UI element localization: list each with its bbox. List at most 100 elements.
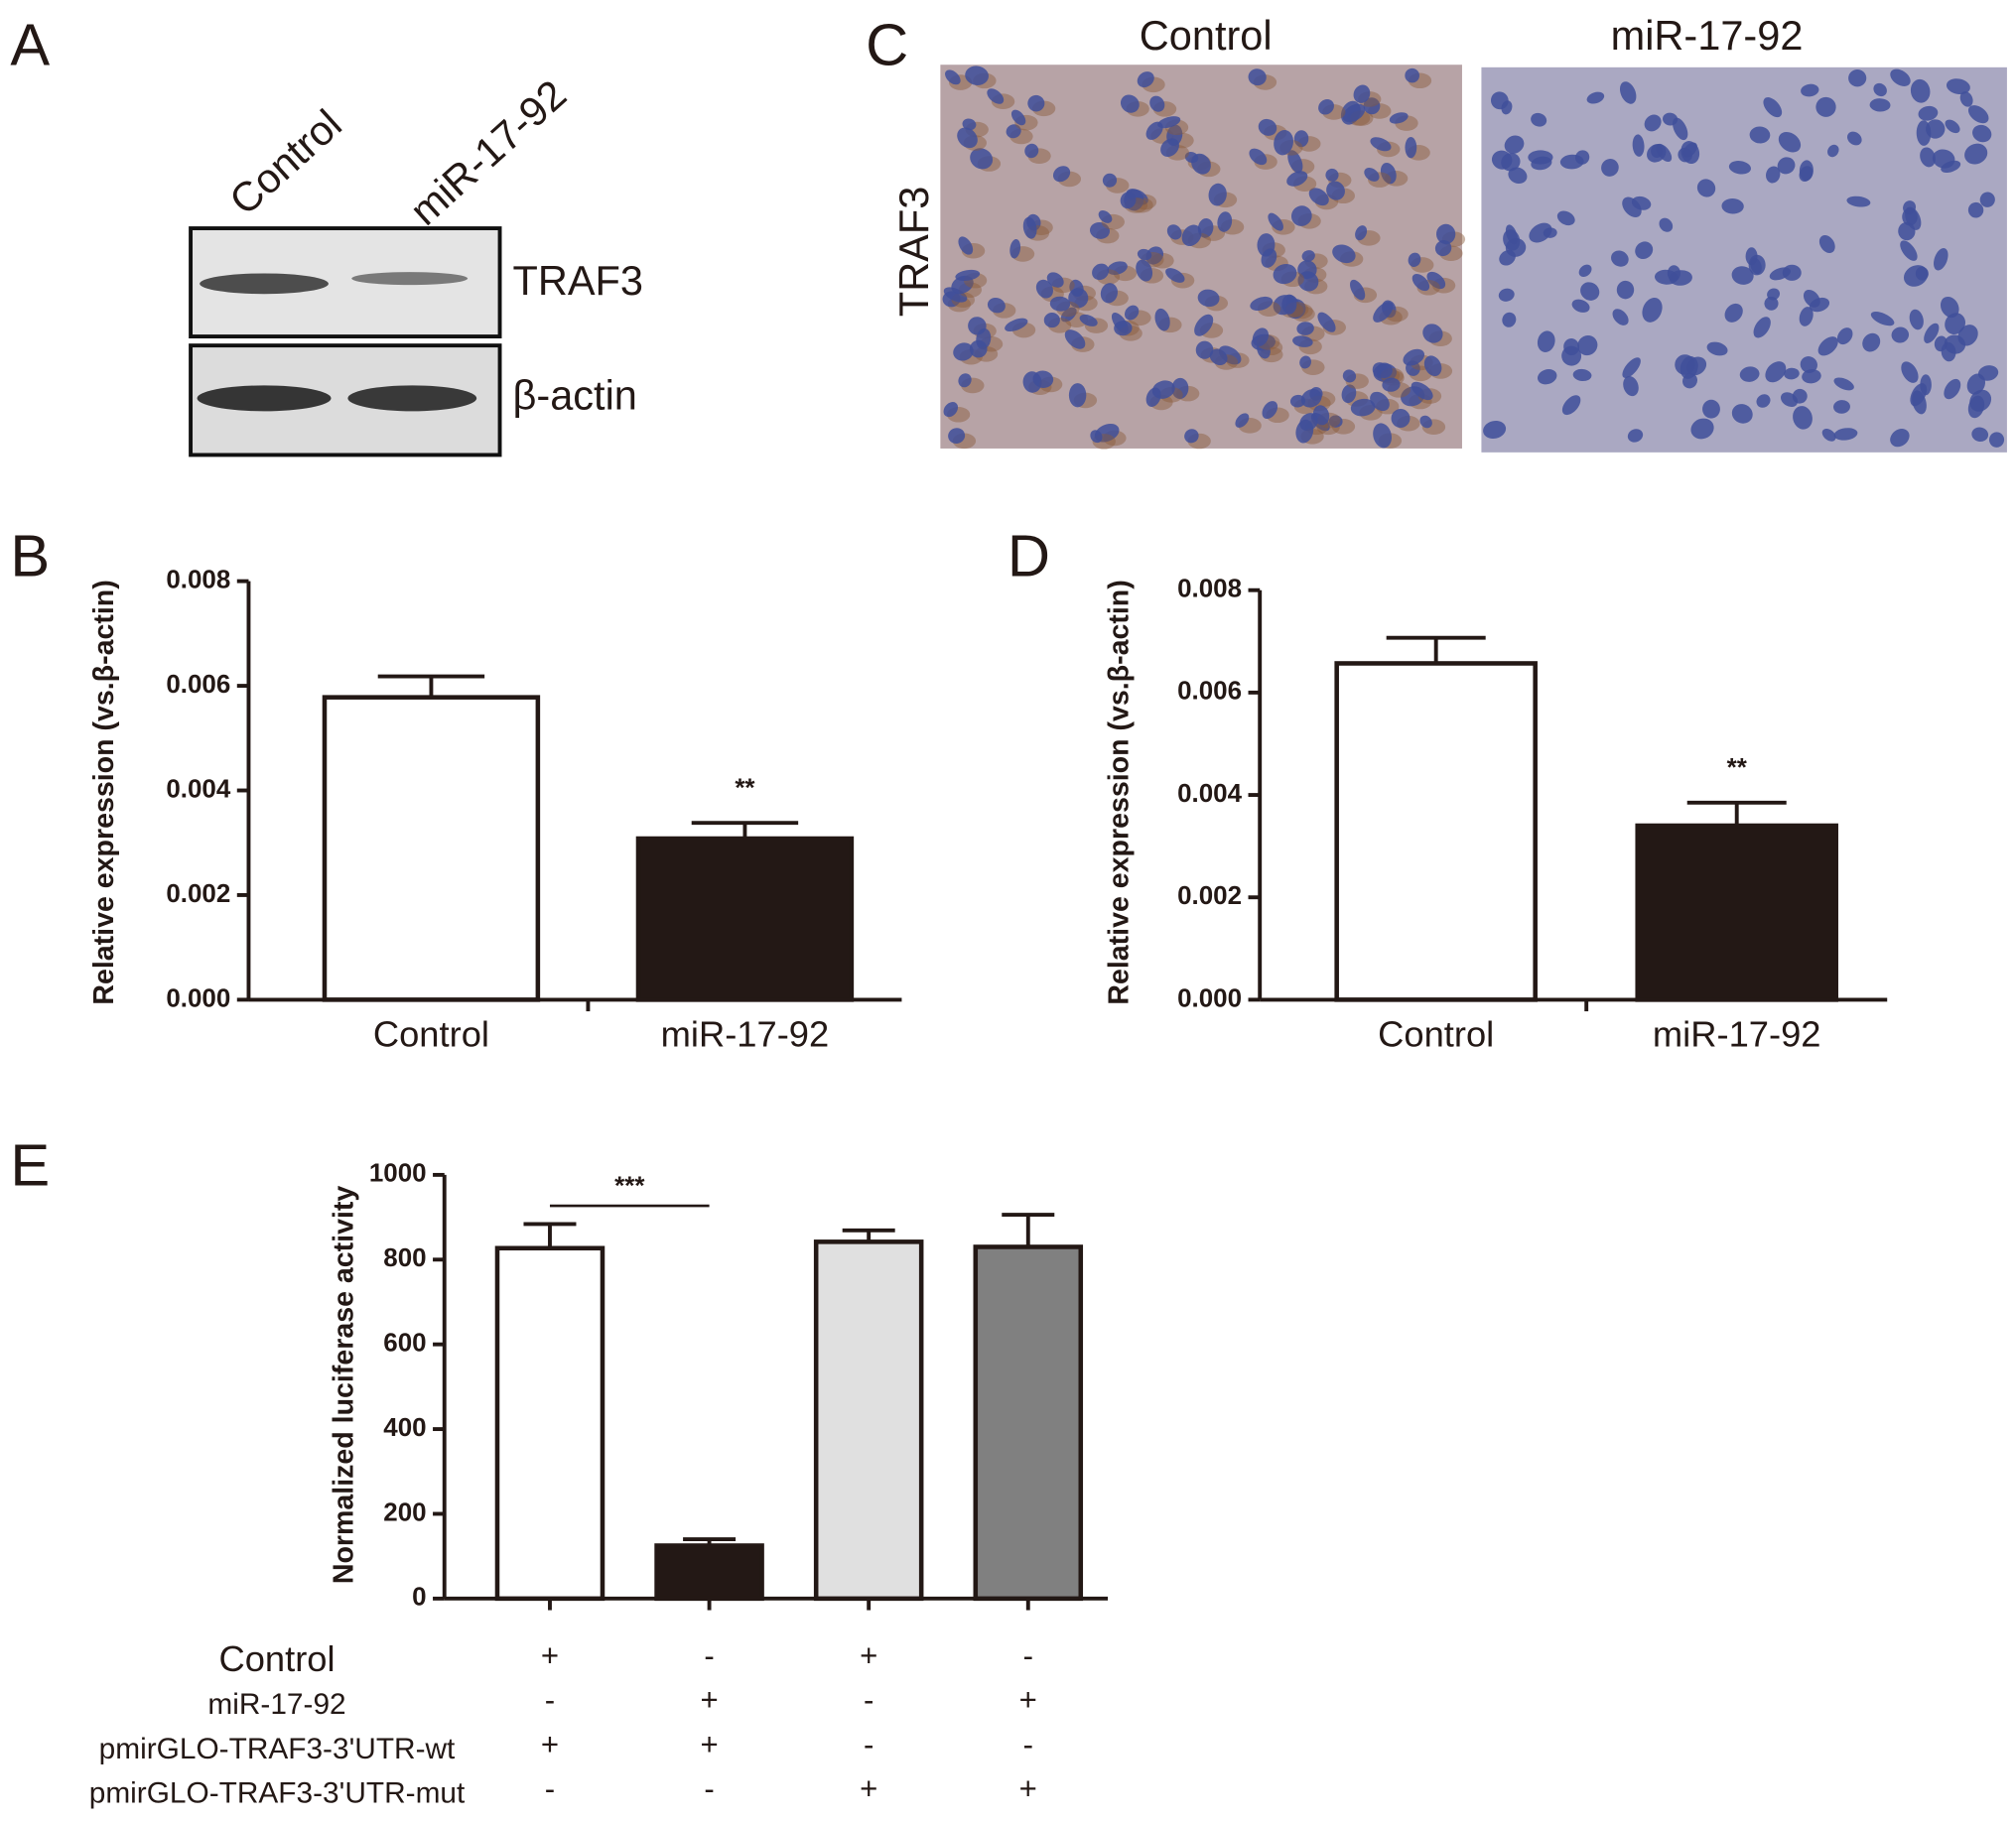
nucleus [1157,116,1181,129]
nucleus [1680,355,1698,379]
nucleus [1926,119,1946,139]
nucleus [1873,82,1887,97]
condition-sign: + [860,1638,877,1673]
nucleus [1833,428,1858,441]
condition-label: pmirGLO-TRAF3-3'UTR-mut [89,1777,466,1810]
nucleus [1258,118,1277,136]
nucleus [1341,384,1357,404]
nucleus [1296,322,1314,335]
nucleus [1528,150,1553,165]
y-tick-label: 0.006 [1177,678,1242,706]
nucleus [1967,395,1985,419]
nucleus [1353,84,1371,103]
significance-label: *** [614,1173,645,1201]
nucleus [1191,153,1211,175]
condition-sign: - [704,1771,714,1806]
lane-label: miR-17-92 [401,70,575,234]
nucleus [1654,269,1679,285]
nucleus [1750,257,1762,275]
nucleus [1702,399,1720,419]
row-label: TRAF3 [890,187,937,317]
nucleus [1120,94,1140,113]
nucleus [1250,296,1274,312]
nucleus [1531,112,1547,127]
nucleus [1434,240,1452,257]
nucleus [1846,131,1862,146]
nucleus [1248,68,1267,86]
nucleus [1611,250,1629,267]
nucleus [1181,224,1202,247]
nucleus [1060,307,1077,323]
nucleus [1946,78,1970,95]
nucleus [1408,252,1421,267]
nucleus [1967,201,1984,218]
nucleus [1799,307,1814,326]
nucleus [1578,264,1592,277]
panel-label: D [1008,523,1050,589]
nucleus [1027,94,1045,112]
nucleus [1043,313,1060,328]
bar [494,1245,605,1602]
nucleus [1601,159,1619,177]
nucleus [1137,248,1152,261]
x-tick-label: miR-17-92 [661,1014,830,1055]
nucleus [1827,144,1839,158]
bar [1635,823,1838,1002]
nucleus [1756,394,1771,408]
nucleus [1301,250,1315,262]
nucleus [1739,366,1760,382]
nucleus [962,118,977,131]
nucleus [1160,138,1179,158]
nucleus [1137,71,1154,88]
nucleus [1833,400,1850,414]
y-tick-label: 0.004 [1177,780,1242,808]
nucleus [1971,427,1989,443]
nucleus [1328,415,1343,428]
nucleus [1766,166,1781,184]
nucleus [1631,195,1652,210]
nucleus [957,127,978,149]
nucleus [1580,282,1600,301]
bar [973,1244,1084,1602]
nucleus [1391,409,1411,429]
nucleus [1817,336,1838,356]
nucleus [1100,283,1119,304]
nucleus [1647,144,1667,163]
nucleus [1286,171,1308,187]
nucleus [1644,114,1662,132]
nucleus [1964,143,1988,165]
nucleus [1217,211,1233,232]
nucleus [1780,392,1799,407]
y-tick-label: 0.008 [166,566,230,593]
nucleus [1966,373,1986,395]
nucleus [1833,377,1854,391]
nucleus [1967,105,1989,124]
band [197,385,332,412]
nucleus [1821,428,1836,442]
bar [635,836,855,1002]
nucleus [1803,289,1820,308]
nucleus [948,428,966,444]
nucleus [1273,263,1297,285]
nucleus [1262,401,1278,420]
nucleus [1370,391,1390,412]
nucleus [1769,267,1792,281]
nucleus [1145,246,1164,265]
nucleus [969,339,988,358]
nucleus [1009,239,1021,259]
nucleus [1046,272,1064,288]
y-axis-label: Normalized luciferase activity [328,1186,359,1585]
nucleus [958,236,974,255]
nucleus [1728,161,1751,175]
nucleus [1836,327,1853,345]
nucleus [1561,345,1582,366]
nucleus [1972,124,1992,143]
nucleus [1376,362,1393,379]
nucleus [1151,380,1175,399]
nucleus [1350,279,1366,301]
nucleus [1989,432,2005,448]
nucleus [1332,244,1356,264]
nucleus [1869,98,1891,112]
nucleus [1765,361,1787,383]
